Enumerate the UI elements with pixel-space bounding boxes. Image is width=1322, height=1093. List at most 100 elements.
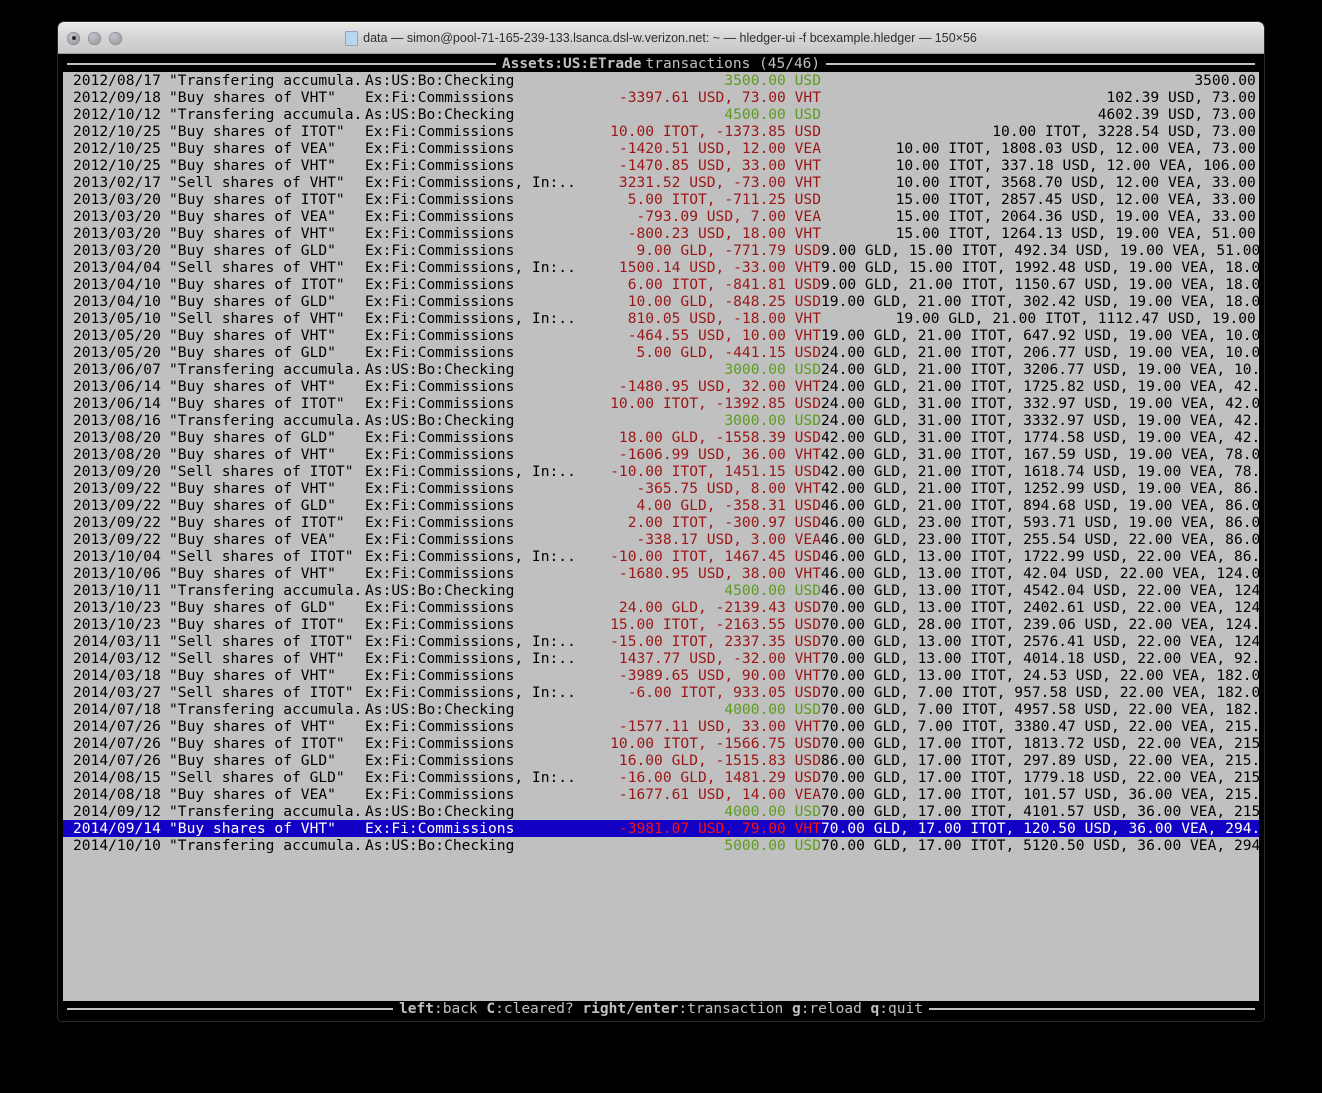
row-amount: -10.00 ITOT, 1451.15 USD bbox=[610, 463, 821, 480]
row-account: As:US:Bo:Checking bbox=[365, 412, 515, 429]
table-row[interactable]: 2013/05/10 "Sell shares of VHT" Ex:Fi:Comm… bbox=[63, 310, 1259, 327]
row-date: 2013/06/14 bbox=[73, 395, 161, 412]
row-date: 2013/03/20 bbox=[73, 242, 161, 259]
footer-key[interactable]: left bbox=[399, 1001, 434, 1017]
table-row[interactable]: 2013/10/06 "Buy shares of VHT" Ex:Fi:Commi… bbox=[63, 565, 1259, 582]
table-row[interactable]: 2014/10/10 "Transfering accumula.. As:US:B… bbox=[63, 837, 1259, 854]
table-row[interactable]: 2014/09/14 "Buy shares of VHT" Ex:Fi:Commi… bbox=[63, 820, 1259, 837]
minimize-button[interactable] bbox=[88, 31, 101, 45]
row-balance: 24.00 GLD, 31.00 ITOT, 3332.97 USD, 19.0… bbox=[821, 412, 1259, 429]
table-row[interactable]: 2013/04/10 "Buy shares of GLD" Ex:Fi:Commi… bbox=[63, 293, 1259, 310]
table-row[interactable]: 2012/10/12 "Transfering accumula.. As:US:B… bbox=[63, 106, 1259, 123]
footer-key[interactable]: g bbox=[791, 1001, 801, 1017]
table-row[interactable]: 2014/08/18 "Buy shares of VEA" Ex:Fi:Commi… bbox=[63, 786, 1259, 803]
row-date: 2013/10/06 bbox=[73, 565, 161, 582]
row-description: "Sell shares of VHT" bbox=[169, 310, 345, 327]
row-description: "Buy shares of VEA" bbox=[169, 208, 336, 225]
table-row[interactable]: 2013/09/22 "Buy shares of ITOT" Ex:Fi:Comm… bbox=[63, 514, 1259, 531]
row-description: "Sell shares of ITOT" bbox=[169, 548, 354, 565]
close-button[interactable] bbox=[67, 31, 80, 45]
row-account: Ex:Fi:Commissions bbox=[365, 395, 515, 412]
table-row[interactable]: 2014/08/15 "Sell shares of GLD" Ex:Fi:Comm… bbox=[63, 769, 1259, 786]
row-description: "Transfering accumula.. bbox=[169, 72, 372, 89]
table-row[interactable]: 2013/09/22 "Buy shares of VHT" Ex:Fi:Commi… bbox=[63, 480, 1259, 497]
row-account: Ex:Fi:Commissions, In:.. bbox=[365, 174, 576, 191]
row-description: "Sell shares of VHT" bbox=[169, 259, 345, 276]
table-row[interactable]: 2013/03/20 "Buy shares of VEA" Ex:Fi:Commi… bbox=[63, 208, 1259, 225]
table-row[interactable]: 2012/10/25 "Buy shares of VEA" Ex:Fi:Commi… bbox=[63, 140, 1259, 157]
row-account: Ex:Fi:Commissions bbox=[365, 242, 515, 259]
header-suffix: transactions (45/46) bbox=[645, 56, 821, 72]
row-description: "Sell shares of ITOT" bbox=[169, 633, 354, 650]
window-title-text: data — simon@pool-71-165-239-133.lsanca.… bbox=[363, 31, 977, 45]
table-row[interactable]: 2013/10/04 "Sell shares of ITOT" Ex:Fi:Com… bbox=[63, 548, 1259, 565]
row-description: "Buy shares of VHT" bbox=[169, 718, 336, 735]
table-row[interactable]: 2013/05/20 "Buy shares of GLD" Ex:Fi:Commi… bbox=[63, 344, 1259, 361]
table-row[interactable]: 2012/10/25 "Buy shares of VHT" Ex:Fi:Commi… bbox=[63, 157, 1259, 174]
table-row[interactable]: 2013/08/16 "Transfering accumula.. As:US:B… bbox=[63, 412, 1259, 429]
row-amount: 3000.00 USD bbox=[724, 412, 821, 429]
table-row[interactable]: 2013/08/20 "Buy shares of VHT" Ex:Fi:Commi… bbox=[63, 446, 1259, 463]
table-row[interactable]: 2013/10/11 "Transfering accumula.. As:US:B… bbox=[63, 582, 1259, 599]
table-row[interactable]: 2014/03/11 "Sell shares of ITOT" Ex:Fi:Com… bbox=[63, 633, 1259, 650]
table-row[interactable]: 2014/07/26 "Buy shares of VHT" Ex:Fi:Commi… bbox=[63, 718, 1259, 735]
footer-key[interactable]: right/enter bbox=[582, 1001, 679, 1017]
table-row[interactable]: 2013/06/14 "Buy shares of VHT" Ex:Fi:Commi… bbox=[63, 378, 1259, 395]
terminal-window: data — simon@pool-71-165-239-133.lsanca.… bbox=[58, 22, 1264, 1021]
table-row[interactable]: 2012/10/25 "Buy shares of ITOT" Ex:Fi:Comm… bbox=[63, 123, 1259, 140]
row-account: Ex:Fi:Commissions bbox=[365, 616, 515, 633]
table-row[interactable]: 2013/10/23 "Buy shares of ITOT" Ex:Fi:Comm… bbox=[63, 616, 1259, 633]
table-row[interactable]: 2013/03/20 "Buy shares of VHT" Ex:Fi:Commi… bbox=[63, 225, 1259, 242]
row-account: Ex:Fi:Commissions bbox=[365, 344, 515, 361]
table-row[interactable]: 2013/06/07 "Transfering accumula.. As:US:B… bbox=[63, 361, 1259, 378]
table-row[interactable]: 2014/07/26 "Buy shares of GLD" Ex:Fi:Commi… bbox=[63, 752, 1259, 769]
row-balance: 10.00 ITOT, 3568.70 USD, 12.00 VEA, 33.0… bbox=[895, 174, 1259, 191]
row-balance: 42.00 GLD, 21.00 ITOT, 1618.74 USD, 19.0… bbox=[821, 463, 1259, 480]
row-date: 2014/07/26 bbox=[73, 735, 161, 752]
table-row[interactable]: 2013/02/17 "Sell shares of VHT" Ex:Fi:Comm… bbox=[63, 174, 1259, 191]
table-row[interactable]: 2013/10/23 "Buy shares of GLD" Ex:Fi:Commi… bbox=[63, 599, 1259, 616]
window-titlebar[interactable]: data — simon@pool-71-165-239-133.lsanca.… bbox=[58, 22, 1264, 54]
table-row[interactable]: 2014/07/18 "Transfering accumula.. As:US:B… bbox=[63, 701, 1259, 718]
row-account: Ex:Fi:Commissions bbox=[365, 378, 515, 395]
row-balance: 70.00 GLD, 17.00 ITOT, 101.57 USD, 36.00… bbox=[821, 786, 1259, 803]
footer-key[interactable]: q bbox=[870, 1001, 880, 1017]
table-row[interactable]: 2013/06/14 "Buy shares of ITOT" Ex:Fi:Comm… bbox=[63, 395, 1259, 412]
table-row[interactable]: 2013/09/22 "Buy shares of GLD" Ex:Fi:Commi… bbox=[63, 497, 1259, 514]
table-row[interactable]: 2013/08/20 "Buy shares of GLD" Ex:Fi:Commi… bbox=[63, 429, 1259, 446]
row-balance: 46.00 GLD, 13.00 ITOT, 4542.04 USD, 22.0… bbox=[821, 582, 1259, 599]
row-amount: 1500.14 USD, -33.00 VHT bbox=[618, 259, 821, 276]
row-balance: 70.00 GLD, 17.00 ITOT, 5120.50 USD, 36.0… bbox=[821, 837, 1259, 854]
row-date: 2014/03/11 bbox=[73, 633, 161, 650]
table-row[interactable]: 2013/04/04 "Sell shares of VHT" Ex:Fi:Comm… bbox=[63, 259, 1259, 276]
row-amount: -1680.95 USD, 38.00 VHT bbox=[618, 565, 821, 582]
table-row[interactable]: 2013/03/20 "Buy shares of ITOT" Ex:Fi:Comm… bbox=[63, 191, 1259, 208]
footer-key[interactable]: C bbox=[486, 1001, 496, 1017]
table-row[interactable]: 2013/05/20 "Buy shares of VHT" Ex:Fi:Commi… bbox=[63, 327, 1259, 344]
zoom-button[interactable] bbox=[109, 31, 122, 45]
table-row[interactable]: 2014/03/27 "Sell shares of ITOT" Ex:Fi:Com… bbox=[63, 684, 1259, 701]
row-account: Ex:Fi:Commissions, In:.. bbox=[365, 463, 576, 480]
row-balance: 10.00 ITOT, 3228.54 USD, 73.00 VHT bbox=[992, 123, 1256, 140]
row-balance: 3500.00 USD bbox=[1194, 72, 1256, 89]
table-row[interactable]: 2014/03/18 "Buy shares of VHT" Ex:Fi:Commi… bbox=[63, 667, 1259, 684]
table-row[interactable]: 2014/07/26 "Buy shares of ITOT" Ex:Fi:Comm… bbox=[63, 735, 1259, 752]
row-account: Ex:Fi:Commissions bbox=[365, 820, 515, 837]
footer-rule-right bbox=[928, 1008, 1256, 1010]
table-row[interactable]: 2014/09/12 "Transfering accumula.. As:US:B… bbox=[63, 803, 1259, 820]
table-row[interactable]: 2012/08/17 "Transfering accumula.. As:US:B… bbox=[63, 72, 1259, 89]
table-row[interactable]: 2012/09/18 "Buy shares of VHT" Ex:Fi:Commi… bbox=[63, 89, 1259, 106]
row-account: Ex:Fi:Commissions bbox=[365, 327, 515, 344]
table-row[interactable]: 2013/09/22 "Buy shares of VEA" Ex:Fi:Commi… bbox=[63, 531, 1259, 548]
transaction-list[interactable]: 2012/08/17 "Transfering accumula.. As:US:B… bbox=[63, 72, 1259, 1001]
row-amount: 3500.00 USD bbox=[724, 72, 821, 89]
table-row[interactable]: 2013/09/20 "Sell shares of ITOT" Ex:Fi:Com… bbox=[63, 463, 1259, 480]
table-row[interactable]: 2014/03/12 "Sell shares of VHT" Ex:Fi:Comm… bbox=[63, 650, 1259, 667]
table-row[interactable]: 2013/04/10 "Buy shares of ITOT" Ex:Fi:Comm… bbox=[63, 276, 1259, 293]
table-row[interactable]: 2013/03/20 "Buy shares of GLD" Ex:Fi:Commi… bbox=[63, 242, 1259, 259]
row-amount: 4000.00 USD bbox=[724, 803, 821, 820]
row-amount: 15.00 ITOT, -2163.55 USD bbox=[610, 616, 821, 633]
row-description: "Transfering accumula.. bbox=[169, 701, 372, 718]
row-date: 2013/05/20 bbox=[73, 344, 161, 361]
